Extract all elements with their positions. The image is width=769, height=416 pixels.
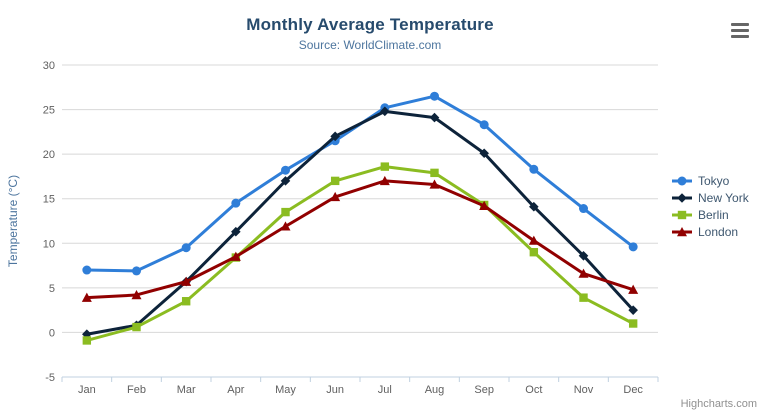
diamond-marker-new-york[interactable]: [429, 112, 440, 123]
circle-marker-tokyo[interactable]: [181, 243, 191, 253]
triangle-marker-london[interactable]: [280, 221, 291, 231]
export-menu-button[interactable]: [728, 18, 753, 42]
y-axis-label: -5: [45, 372, 55, 384]
series-line-berlin[interactable]: [85, 165, 635, 342]
y-axis-label: 15: [43, 194, 55, 206]
legend-item-new-york[interactable]: New York: [672, 191, 749, 205]
triangle-marker-london[interactable]: [230, 251, 241, 261]
x-axis-label: Aug: [425, 384, 445, 396]
triangle-marker-london[interactable]: [578, 268, 589, 278]
triangle-marker-icon: [672, 227, 692, 237]
x-axis-label: Oct: [525, 384, 542, 396]
triangle-marker-london[interactable]: [628, 284, 639, 294]
x-axis-label: Nov: [574, 384, 594, 396]
triangle-marker-london[interactable]: [330, 191, 341, 202]
circle-marker-tokyo[interactable]: [479, 120, 489, 130]
square-marker-berlin[interactable]: [132, 322, 141, 332]
hamburger-icon: [731, 28, 749, 32]
x-axis-label: Dec: [623, 384, 643, 396]
x-axis-label: Jan: [78, 384, 96, 396]
diamond-marker-new-york[interactable]: [330, 131, 340, 142]
diamond-marker-new-york[interactable]: [231, 226, 241, 237]
triangle-marker-london[interactable]: [379, 175, 390, 186]
triangle-marker-london[interactable]: [81, 292, 92, 302]
square-marker-berlin[interactable]: [430, 168, 439, 178]
circle-marker-tokyo[interactable]: [132, 266, 141, 276]
x-axis-label: Apr: [227, 384, 244, 396]
diamond-marker-new-york[interactable]: [529, 201, 539, 212]
circle-marker-tokyo[interactable]: [231, 198, 241, 208]
square-marker-berlin[interactable]: [330, 176, 340, 186]
circle-marker-tokyo[interactable]: [430, 91, 439, 101]
legend-label: Berlin: [698, 208, 729, 222]
diamond-marker-new-york[interactable]: [578, 250, 589, 261]
triangle-marker-london[interactable]: [131, 289, 142, 300]
legend-label: New York: [698, 191, 749, 205]
triangle-marker-london[interactable]: [181, 276, 192, 286]
legend-label: Tokyo: [698, 174, 730, 188]
triangle-marker-london[interactable]: [479, 200, 490, 211]
x-axis-label: Feb: [127, 384, 146, 396]
series-line-london[interactable]: [85, 179, 635, 300]
legend-label: London: [698, 225, 739, 239]
diamond-marker-new-york[interactable]: [628, 305, 638, 315]
series-tokyo[interactable]: [82, 91, 638, 276]
square-marker-berlin[interactable]: [380, 162, 390, 171]
x-axis-label: Sep: [474, 384, 494, 396]
square-marker-berlin[interactable]: [82, 336, 92, 345]
credits-link[interactable]: Highcharts.com: [680, 398, 757, 410]
square-marker-berlin[interactable]: [529, 248, 539, 257]
diamond-marker-new-york[interactable]: [479, 148, 489, 159]
x-axis-label: Jul: [378, 384, 392, 396]
chart-title: Monthly Average Temperature: [246, 15, 494, 34]
y-axis-label: 25: [43, 105, 55, 117]
y-axis-label: 5: [49, 283, 55, 295]
circle-marker-tokyo[interactable]: [82, 265, 92, 275]
series-london[interactable]: [81, 175, 639, 302]
y-axis-label: 20: [43, 149, 55, 161]
chart-subtitle: Source: WorldClimate.com: [298, 38, 442, 52]
legend-item-tokyo[interactable]: Tokyo: [672, 174, 749, 188]
hamburger-icon: [731, 22, 749, 26]
legend: Tokyo New York Berlin London: [672, 174, 749, 239]
y-axis-label: 30: [43, 60, 55, 72]
circle-marker-tokyo[interactable]: [579, 204, 588, 214]
legend-item-london[interactable]: London: [672, 225, 749, 239]
square-marker-berlin[interactable]: [579, 293, 588, 302]
square-marker-berlin[interactable]: [281, 207, 290, 217]
y-axis-label: 0: [49, 327, 55, 339]
circle-marker-tokyo[interactable]: [529, 164, 539, 174]
square-marker-icon: [672, 210, 692, 220]
diamond-marker-new-york[interactable]: [380, 106, 390, 117]
square-marker-berlin[interactable]: [181, 297, 191, 306]
legend-item-berlin[interactable]: Berlin: [672, 208, 749, 222]
circle-marker-tokyo[interactable]: [281, 165, 290, 175]
circle-marker-tokyo[interactable]: [628, 242, 638, 252]
square-marker-berlin[interactable]: [628, 319, 638, 328]
diamond-marker-new-york[interactable]: [280, 176, 291, 186]
x-axis-label: May: [275, 384, 296, 396]
x-axis-label: Mar: [177, 384, 196, 396]
series-line-new-york[interactable]: [85, 109, 635, 336]
triangle-marker-london[interactable]: [528, 235, 539, 245]
diamond-marker-icon: [672, 193, 692, 203]
x-axis-label: Jun: [326, 384, 344, 396]
series-new-york[interactable]: [82, 106, 638, 340]
triangle-marker-london[interactable]: [429, 179, 440, 189]
circle-marker-icon: [672, 176, 692, 186]
y-axis-label: 10: [43, 238, 55, 250]
hamburger-icon: [731, 34, 749, 38]
